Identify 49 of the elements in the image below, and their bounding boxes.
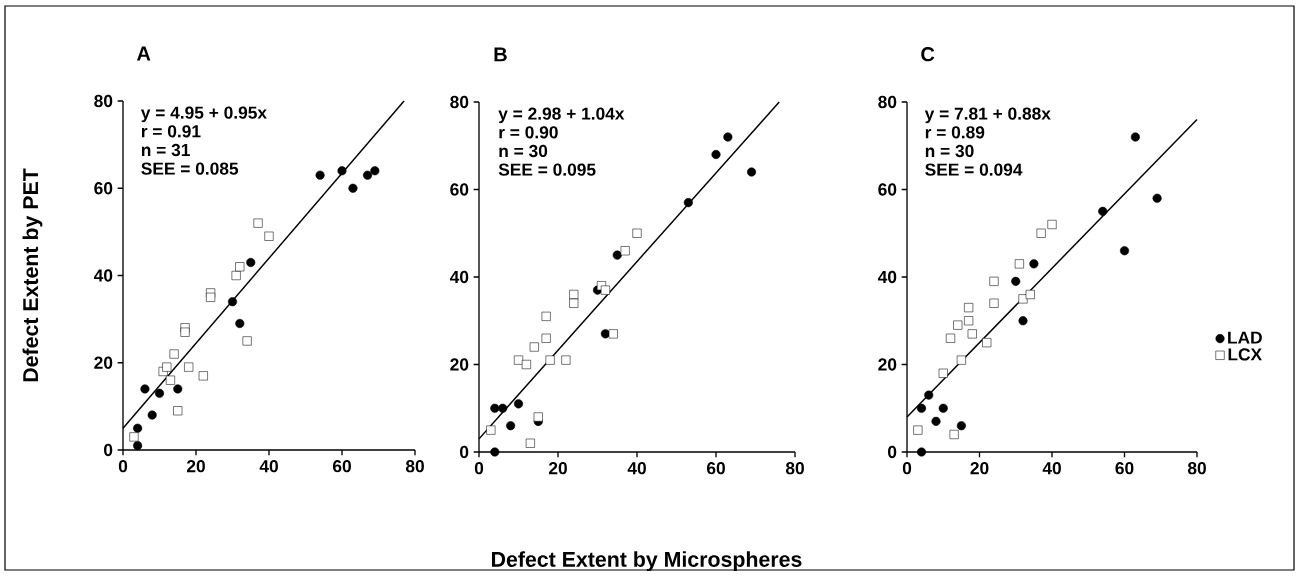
y-tick-label: 80 <box>94 94 113 108</box>
annotation: r = 0.90 <box>499 126 558 139</box>
y-tick-label: 40 <box>93 269 113 282</box>
y-tick-label: 0 <box>104 443 113 457</box>
y-tick-label: 80 <box>878 95 897 109</box>
y-tick-label: 40 <box>877 270 897 284</box>
chart-title: B <box>494 47 507 62</box>
annotation: y = 2.98 + 1.04x <box>498 107 625 124</box>
x-tick-label: 60 <box>706 462 725 475</box>
x-tick-label: 40 <box>1042 462 1061 475</box>
x-axis-title: Defect Extent by Microspheres <box>492 551 802 572</box>
annotation: n = 30 <box>925 144 974 158</box>
annotation: n = 31 <box>141 143 190 157</box>
annotation: SEE = 0.095 <box>498 163 596 176</box>
x-tick-label: 40 <box>627 462 646 475</box>
y-tick-label: 60 <box>94 182 113 195</box>
x-tick-label: 20 <box>548 462 567 475</box>
annotation: SEE = 0.085 <box>141 162 239 175</box>
annotation: SEE = 0.094 <box>925 163 1023 176</box>
chart-title: C <box>921 47 935 62</box>
x-tick-label: 20 <box>186 460 205 473</box>
x-tick-label: 0 <box>118 460 128 473</box>
annotation: r = 0.91 <box>141 125 201 138</box>
annotation: y = 4.95 + 0.95x <box>140 106 267 123</box>
annotation: y = 7.81 + 0.88x <box>924 107 1051 124</box>
x-tick-label: 80 <box>405 460 424 473</box>
x-tick-label: 60 <box>332 460 351 473</box>
y-tick-label: 80 <box>450 95 469 109</box>
y-tick-label: 20 <box>450 358 469 371</box>
y-tick-label: 20 <box>878 358 897 371</box>
x-tick-label: 0 <box>474 462 484 475</box>
y-tick-label: 20 <box>94 356 113 369</box>
y-axis-title: Defect Extent by PET <box>22 168 43 382</box>
chart-title: A <box>136 46 151 61</box>
y-tick-label: 60 <box>878 183 897 196</box>
annotation: r = 0.89 <box>925 126 985 139</box>
legend-label: LCX <box>1228 348 1262 361</box>
legend-label: LAD <box>1228 331 1262 344</box>
y-tick-label: 40 <box>449 270 469 284</box>
x-tick-label: 80 <box>1187 462 1206 475</box>
x-tick-label: 0 <box>902 462 912 475</box>
annotation: n = 30 <box>499 144 548 158</box>
y-tick-label: 0 <box>888 445 897 459</box>
x-tick-label: 80 <box>785 462 804 475</box>
x-tick-label: 20 <box>970 462 989 475</box>
y-tick-label: 0 <box>460 445 469 459</box>
x-tick-label: 60 <box>1115 462 1134 475</box>
x-tick-label: 40 <box>259 460 278 473</box>
y-tick-label: 60 <box>450 183 469 196</box>
